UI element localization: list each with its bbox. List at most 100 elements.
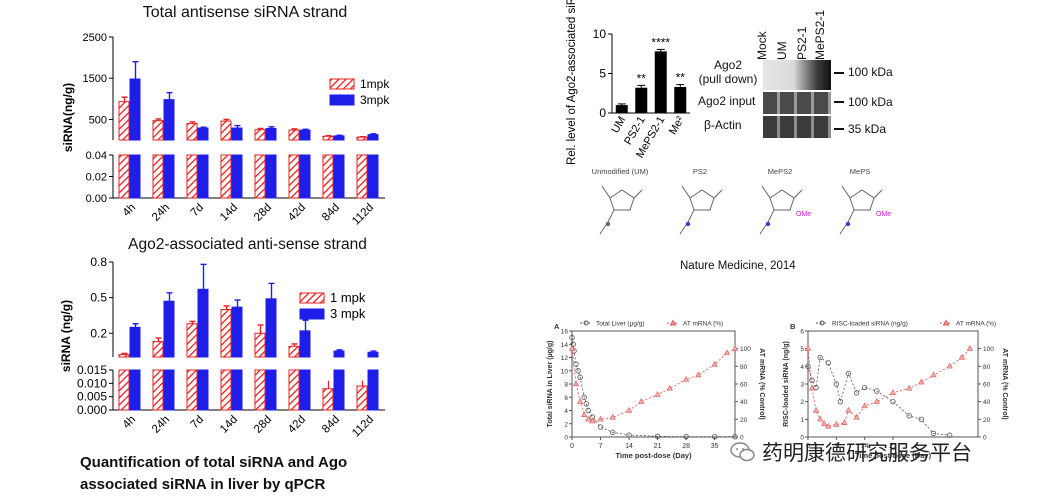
x-tick-label: 14 <box>861 443 869 450</box>
data-point <box>610 429 616 436</box>
x-tick-label: 21 <box>889 443 897 450</box>
data-point <box>861 402 868 409</box>
bar-lower <box>288 369 300 411</box>
bar-lower <box>129 154 141 199</box>
y2-tick-label: 60 <box>983 382 991 389</box>
caption-line-2: associated siRNA in liver by qPCR <box>80 476 326 493</box>
data-point <box>813 384 819 391</box>
y-tick-label: 10 <box>561 368 569 375</box>
data-point <box>731 345 739 351</box>
y-tick-label: 0.2 <box>90 326 107 340</box>
data-point <box>589 417 596 424</box>
phosphate-atom <box>845 221 851 227</box>
bar-lower <box>197 154 209 199</box>
legend-label: RISC-loaded siRNA (ng/g) <box>832 321 908 328</box>
data-point <box>569 334 575 341</box>
y-tick-label: 8 <box>564 382 568 389</box>
blot-row-line1: Ago2 <box>713 58 743 72</box>
x-tick-label: 35 <box>711 443 719 450</box>
data-point <box>930 430 937 437</box>
data-point <box>577 374 583 381</box>
y-tick-label: 0.00 <box>86 193 107 205</box>
data-point <box>666 384 673 391</box>
data-point <box>805 363 811 370</box>
structure-label: MePS <box>850 167 870 176</box>
y-tick-label: 5 <box>599 67 606 81</box>
x-tick-label: 7 <box>834 443 838 450</box>
y2-tick-label: 100 <box>983 346 994 353</box>
bar-lower <box>163 154 175 199</box>
legend-swatch <box>329 94 355 106</box>
y-axis-label: Rel. level of Ago2-associated siRNA <box>566 0 578 165</box>
y-tick-label: 0.8 <box>90 255 107 269</box>
structure-label: Unmodified (UM) <box>592 167 649 176</box>
y2-tick-label: 20 <box>983 417 991 424</box>
sugar-ring <box>769 189 795 211</box>
legend-label: AT mRNA (%) <box>956 321 996 328</box>
x-tick-label: 7 <box>599 443 603 450</box>
data-point <box>853 390 860 396</box>
data-point <box>841 419 848 425</box>
legend-label: Total Liver (µg/g) <box>596 321 645 328</box>
y-tick-label: 1500 <box>83 73 107 85</box>
y-axis-label: Total siRNA in Liver (µg/g) <box>547 341 554 428</box>
y-tick-label: 0 <box>800 435 804 442</box>
y-tick-label: 0 <box>599 106 606 120</box>
data-point <box>812 406 820 413</box>
bar-lower <box>288 154 300 199</box>
y-tick-label: 10 <box>593 27 607 41</box>
bar-lower <box>231 154 243 199</box>
ch2-bond <box>761 185 771 199</box>
y2-tick-label: 60 <box>740 382 748 389</box>
data-point <box>853 413 860 420</box>
y-tick-label: 0.000 <box>77 403 107 417</box>
data-point <box>845 406 852 413</box>
x-axis-label: Time post-dose (Day) <box>615 451 692 460</box>
y-axis-label: RISC-loaded siRNA (ng/g) <box>783 341 790 427</box>
legend-marker <box>669 319 677 326</box>
bar <box>615 105 628 113</box>
data-point <box>966 345 974 351</box>
legend-marker <box>942 319 950 326</box>
y-tick-label: 6 <box>800 329 804 336</box>
data-point <box>571 348 577 354</box>
y2-tick-label: 100 <box>740 346 751 353</box>
series-line <box>807 348 971 427</box>
data-point <box>682 375 690 382</box>
data-point <box>918 378 925 385</box>
data-point <box>873 398 880 404</box>
y2-tick-label: 0 <box>740 435 744 442</box>
y-tick-label: 500 <box>89 114 107 126</box>
y-tick-label: 4 <box>564 408 568 415</box>
data-point <box>861 384 868 391</box>
plot-frame <box>807 330 979 438</box>
bar-lower <box>197 369 209 411</box>
wechat-icon <box>730 442 755 462</box>
bar-lower <box>163 369 175 411</box>
data-point <box>597 424 604 430</box>
y-tick-label: 0.010 <box>77 376 107 390</box>
phosphate-atom <box>765 221 771 227</box>
phosphate-bond <box>847 209 855 223</box>
x-tick-label: 0 <box>806 443 810 450</box>
phosphate-atom <box>685 221 691 227</box>
data-point <box>711 433 718 440</box>
blot-band-actin <box>763 116 831 138</box>
y-tick-label: 1 <box>800 417 804 424</box>
y-tick-label: 0.015 <box>77 363 107 377</box>
ch2-bond <box>841 185 851 199</box>
phosphate-bond <box>607 209 615 223</box>
data-point <box>570 341 576 347</box>
legend-swatch <box>299 308 325 320</box>
legend-swatch <box>299 292 325 304</box>
data-point <box>837 398 844 405</box>
data-point <box>825 422 832 429</box>
legend-marker <box>583 320 589 326</box>
base-bond <box>873 189 883 199</box>
data-point <box>654 390 661 397</box>
sugar-ring <box>849 189 875 211</box>
y2-tick-label: 0 <box>983 435 987 442</box>
data-point <box>946 432 953 438</box>
